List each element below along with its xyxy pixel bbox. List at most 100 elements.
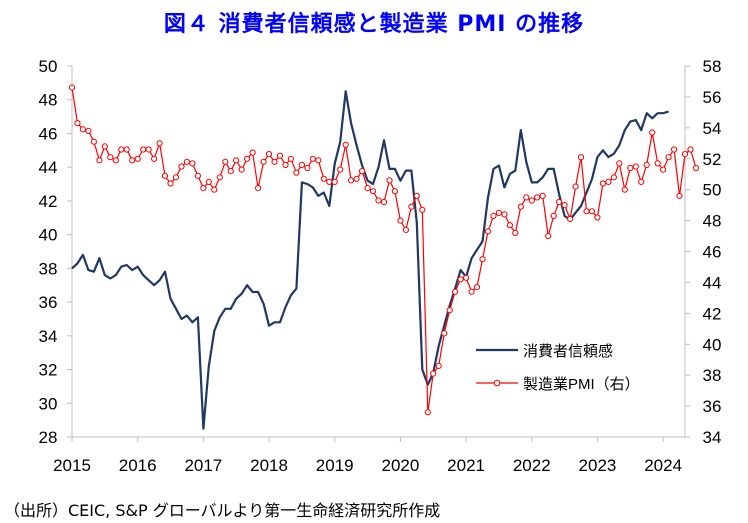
pmi-point [545,232,552,240]
right-tick-label: 36 [703,397,722,416]
pmi-point [183,158,190,165]
pmi-point [577,154,585,161]
pmi-point [189,160,196,167]
pmi-point [227,168,234,175]
pmi-point [348,177,355,184]
pmi-point [233,157,240,164]
pmi-point [194,172,201,179]
right-tick-label: 42 [703,304,722,323]
pmi-point [118,146,125,153]
left-tick-label: 50 [39,57,58,76]
pmi-point [74,120,81,127]
pmi-point [473,284,481,291]
pmi-series-line [71,87,697,413]
pmi-point [484,228,492,235]
left-tick-label: 38 [39,259,58,278]
pmi-point [402,226,409,233]
pmi-point [681,151,689,158]
pmi-point [85,127,92,134]
pmi-point [101,143,108,150]
chart-title: 図４ 消費者信頼感と製造業 PMI の推移 [163,12,585,37]
pmi-point [249,149,256,156]
pmi-point [265,151,273,158]
pmi-point [621,186,628,193]
pmi-point [238,166,245,173]
pmi-point [331,178,338,185]
pmi-point [567,215,574,223]
pmi-point [654,160,661,167]
x-tick-label: 2019 [316,456,354,475]
pmi-point [572,183,579,190]
right-tick-label: 56 [703,88,722,107]
pmi-point [326,178,333,185]
pmi-point [364,185,371,192]
pmi-point [107,154,114,161]
pmi-point [441,330,448,337]
left-tick-label: 40 [39,226,58,245]
left-tick-label: 42 [39,192,58,211]
right-tick-label: 52 [703,150,722,169]
pmi-point [375,197,382,204]
pmi-point [287,155,294,162]
left-tick-label: 34 [39,327,58,346]
pmi-point [140,146,147,153]
pmi-point [687,146,694,153]
pmi-point [96,157,103,164]
pmi-point [605,178,612,185]
right-tick-label: 58 [703,57,722,76]
pmi-point [643,161,650,168]
pmi-point [594,214,601,221]
pmi-point [588,208,596,215]
x-tick-label: 2023 [579,456,617,475]
pmi-point [638,178,645,185]
pmi-point [304,164,311,172]
pmi-point [205,178,212,185]
legend-confidence-label: 消費者信頼感 [523,343,613,360]
pmi-point [178,163,185,170]
pmi-point [298,161,305,168]
pmi-point [244,155,251,162]
pmi-point [134,155,141,162]
pmi-point [676,192,683,199]
left-tick-label: 48 [39,91,58,110]
pmi-point [534,194,541,201]
pmi-point [369,188,377,195]
left-tick-label: 46 [39,124,58,143]
pmi-point [359,168,366,175]
pmi-point [151,155,158,162]
pmi-point [523,194,530,201]
pmi-point [419,206,426,213]
right-tick-label: 38 [703,366,722,385]
pmi-point [446,307,453,314]
pmi-point [397,217,404,224]
pmi-point [457,276,464,283]
pmi-point [468,288,475,295]
pmi-point [479,256,486,263]
pmi-point [506,222,513,229]
pmi-point [315,157,322,164]
pmi-point [490,212,497,219]
x-tick-label: 2020 [381,456,419,475]
pmi-point [293,169,300,176]
right-tick-label: 48 [703,212,722,231]
pmi-point [599,180,607,187]
pmi-point [271,158,278,165]
pmi-point [129,157,136,164]
left-tick-label: 44 [39,158,58,177]
right-tick-label: 40 [703,335,722,354]
pmi-point [408,203,415,210]
x-tick-label: 2021 [447,456,485,475]
pmi-point [671,146,678,153]
pmi-point [172,174,180,181]
pmi-point [123,146,130,153]
pmi-point [413,192,420,199]
pmi-point [517,203,524,210]
x-tick-label: 2015 [53,456,91,475]
pmi-point [692,164,700,172]
pmi-point [156,140,163,147]
pmi-point [583,208,590,215]
left-tick-label: 30 [39,394,58,413]
pmi-point [222,158,229,165]
pmi-point [145,146,152,153]
